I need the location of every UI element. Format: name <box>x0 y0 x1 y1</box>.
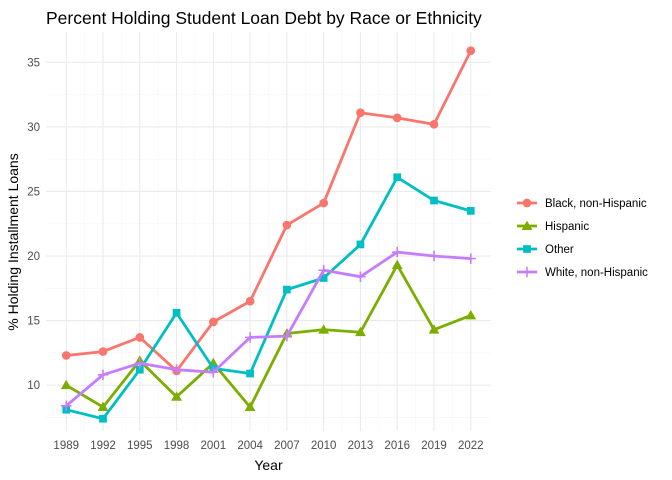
grid <box>46 32 491 431</box>
data-point <box>393 173 402 182</box>
data-point <box>171 391 182 401</box>
data-point <box>391 246 403 258</box>
data-point <box>135 365 144 374</box>
x-tick-label: 2001 <box>201 440 227 452</box>
data-point <box>356 108 365 118</box>
data-point <box>97 369 109 381</box>
data-point <box>246 369 254 378</box>
data-point <box>135 333 145 342</box>
data-point <box>430 196 438 205</box>
data-point <box>318 264 329 276</box>
data-point <box>172 308 181 317</box>
data-point <box>60 400 72 412</box>
series-line <box>66 50 473 373</box>
y-tick-label: 20 <box>27 251 40 263</box>
data-point <box>283 285 291 294</box>
data-point <box>99 414 107 423</box>
y-tick-label: 35 <box>27 57 40 69</box>
data-point <box>318 324 330 334</box>
data-point <box>428 250 440 262</box>
data-point <box>319 198 329 208</box>
y-tick-label: 25 <box>27 186 40 198</box>
data-point <box>466 46 476 56</box>
legend-label: Other <box>545 244 574 256</box>
legend: Black, non-Hispanic Hispanic Other White, n… <box>517 198 648 279</box>
data-point <box>466 206 475 215</box>
series-group <box>60 259 477 412</box>
data-point <box>523 245 531 253</box>
data-point <box>391 259 403 270</box>
x-tick-label: 2010 <box>311 440 337 452</box>
series-group <box>61 46 476 376</box>
data-point <box>522 198 532 208</box>
legend-label: Hispanic <box>545 221 589 233</box>
data-point <box>429 119 439 129</box>
data-point <box>98 347 108 356</box>
data-point <box>61 351 71 360</box>
y-axis-title: % Holding Installment Loans <box>5 153 21 330</box>
data-point <box>465 310 477 320</box>
x-tick-label: 1995 <box>127 440 153 452</box>
x-tick-label: 2004 <box>237 440 263 452</box>
data-point <box>208 317 218 327</box>
legend-item: Black, non-Hispanic <box>517 198 647 210</box>
series-group <box>60 246 477 412</box>
legend-label: White, non-Hispanic <box>545 267 648 279</box>
y-axis-tick-labels: 10 15 20 25 30 35 <box>27 57 40 392</box>
data-point <box>244 401 256 412</box>
x-tick-label: 2016 <box>384 440 410 452</box>
x-tick-label: 2022 <box>458 440 484 452</box>
legend-item: Hispanic <box>517 220 589 233</box>
data-point <box>208 366 219 378</box>
data-point <box>60 379 72 390</box>
x-axis-title: Year <box>254 457 283 473</box>
x-tick-label: 1998 <box>164 440 190 452</box>
data-point <box>428 324 440 334</box>
chart-title: Percent Holding Student Loan Debt by Rac… <box>46 8 482 28</box>
y-tick-label: 15 <box>27 316 40 328</box>
y-tick-label: 30 <box>27 122 40 134</box>
data-point <box>521 266 533 278</box>
legend-item: Other <box>517 244 574 256</box>
series-line <box>65 250 471 407</box>
data-point <box>356 240 365 249</box>
data-point <box>282 220 292 230</box>
x-tick-label: 2013 <box>348 440 374 452</box>
data-point <box>355 326 366 337</box>
series-line <box>65 263 472 409</box>
data-point <box>521 220 533 230</box>
data-point <box>97 401 109 412</box>
data-point <box>245 296 255 306</box>
series-line <box>65 175 472 421</box>
data-point <box>319 274 328 282</box>
x-tick-label: 1992 <box>90 440 116 452</box>
data-point <box>281 330 293 342</box>
y-tick-label: 10 <box>27 380 40 392</box>
x-axis-tick-labels: 1989 1992 1995 1998 2001 2004 2007 2010 2013 2016… <box>53 440 483 452</box>
data-point <box>134 357 146 369</box>
legend-item: White, non-Hispanic <box>517 266 648 279</box>
data-point <box>465 253 477 264</box>
x-tick-label: 1989 <box>53 440 79 452</box>
data-point <box>392 113 402 123</box>
data-point <box>171 364 182 375</box>
legend-label: Black, non-Hispanic <box>545 198 647 210</box>
x-tick-label: 2019 <box>421 440 447 452</box>
x-tick-label: 2007 <box>274 440 300 452</box>
data-point <box>244 332 256 343</box>
data-point <box>355 271 366 282</box>
series-lines <box>60 46 477 423</box>
